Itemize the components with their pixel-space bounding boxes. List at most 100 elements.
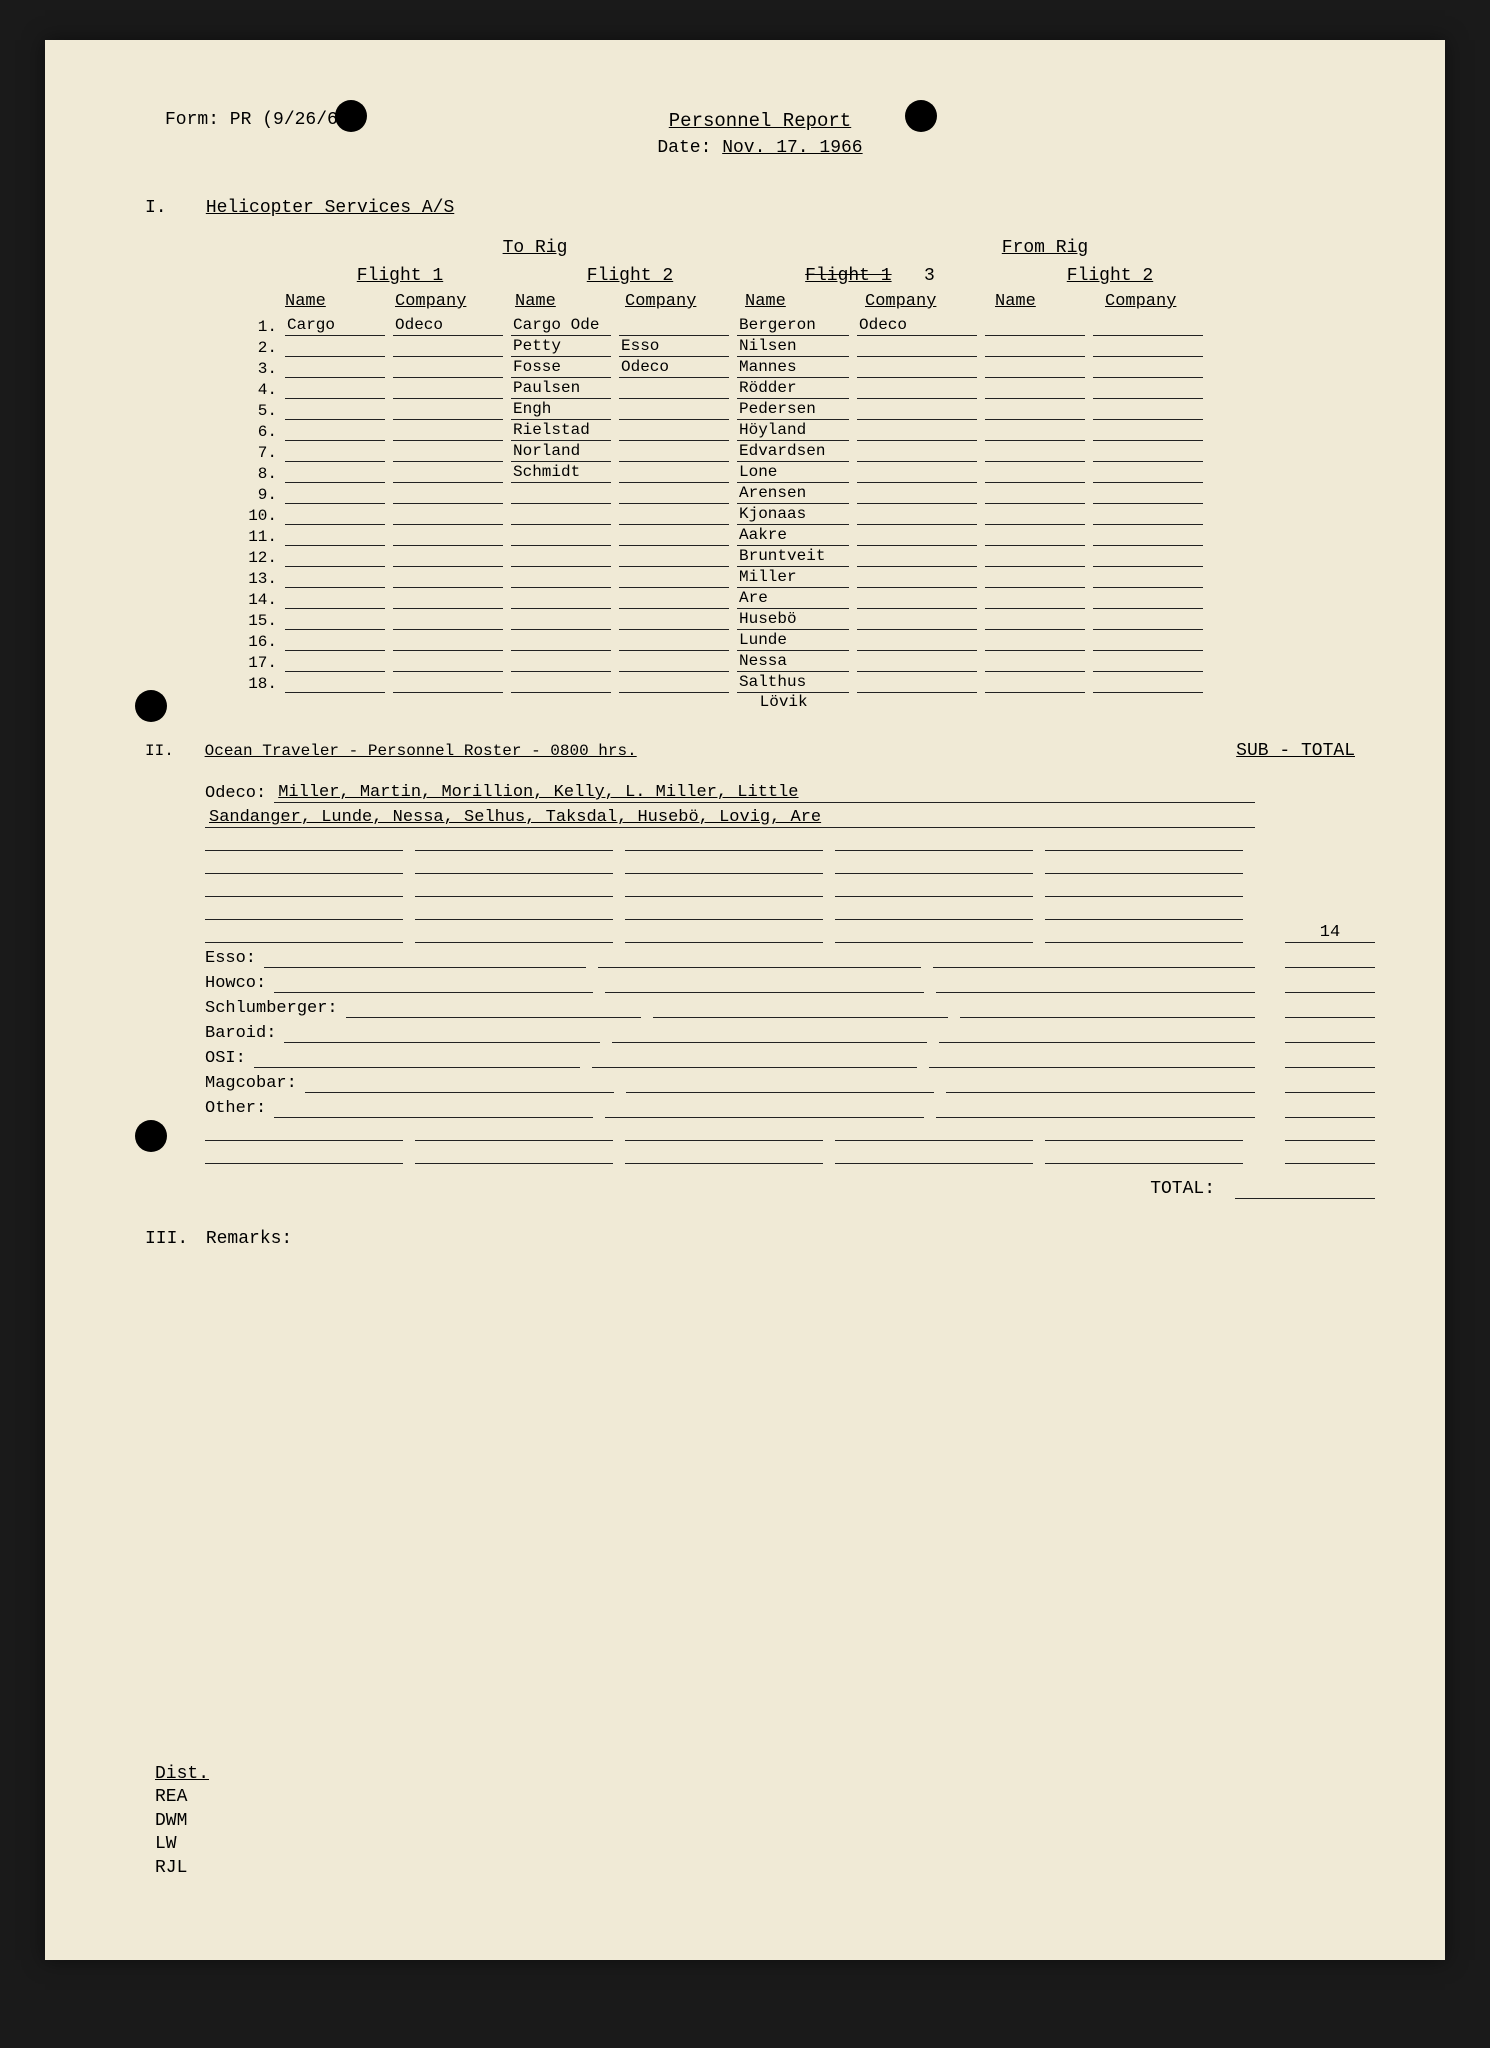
row-number: 7. — [240, 444, 285, 462]
f3-company — [857, 358, 977, 378]
company-subtotal — [1285, 1098, 1375, 1118]
flight-row: 4.PaulsenRödder — [240, 378, 1375, 399]
flight-row: 12.Bruntveit — [240, 546, 1375, 567]
flight-row: 8.SchmidtLone — [240, 462, 1375, 483]
odeco-subtotal: 14 — [1285, 923, 1375, 943]
row-number: 3. — [240, 360, 285, 378]
f4-name — [985, 547, 1085, 567]
f4-company — [1093, 526, 1203, 546]
f1-company — [393, 358, 503, 378]
f2-company: Odeco — [619, 358, 729, 378]
f4-company — [1093, 316, 1203, 336]
f2-company — [619, 610, 729, 630]
blank-row — [205, 854, 1375, 874]
company-label: Esso: — [205, 949, 264, 968]
company-row: OSI: — [205, 1046, 1375, 1068]
flight-3-header: Flight 1 3 — [745, 266, 995, 286]
f3-name: Aakre — [737, 526, 849, 546]
f4-company — [1093, 589, 1203, 609]
roman-numeral: III. — [145, 1229, 195, 1249]
f4-company — [1093, 337, 1203, 357]
f2-company — [619, 652, 729, 672]
flight-row: 2.PettyEssoNilsen — [240, 336, 1375, 357]
company-fill — [305, 1073, 614, 1093]
row-number: 6. — [240, 423, 285, 441]
f2-company — [619, 547, 729, 567]
subtotal-label: SUB - TOTAL — [1236, 741, 1355, 761]
row-number: 12. — [240, 549, 285, 567]
company-fill — [929, 1048, 1255, 1068]
company-fill — [605, 1098, 924, 1118]
company-subtotal — [1285, 1023, 1375, 1043]
f3-name: Are — [737, 589, 849, 609]
f1-name — [285, 379, 385, 399]
dist-item: LW — [155, 1833, 209, 1856]
row-number: 17. — [240, 654, 285, 672]
name-header: Name — [515, 292, 625, 311]
flight-row: 13.Miller — [240, 567, 1375, 588]
f4-name — [985, 631, 1085, 651]
f4-name — [985, 442, 1085, 462]
f1-name — [285, 400, 385, 420]
f4-company — [1093, 505, 1203, 525]
f2-company — [619, 379, 729, 399]
f2-name: Cargo Ode — [511, 316, 611, 336]
f1-name — [285, 652, 385, 672]
f1-company: Odeco — [393, 316, 503, 336]
flight-row: 9.Arensen — [240, 483, 1375, 504]
row-number: 11. — [240, 528, 285, 546]
f1-company — [393, 379, 503, 399]
f4-company — [1093, 610, 1203, 630]
f3-name: Bergeron — [737, 316, 849, 336]
f4-name — [985, 463, 1085, 483]
f3-company — [857, 484, 977, 504]
f2-company — [619, 673, 729, 693]
punch-hole — [905, 100, 937, 132]
flight-row: 16.Lunde — [240, 630, 1375, 651]
f2-name: Petty — [511, 337, 611, 357]
f2-company — [619, 589, 729, 609]
section-title: Helicopter Services A/S — [206, 198, 454, 218]
f2-name: Engh — [511, 400, 611, 420]
f4-company — [1093, 400, 1203, 420]
name-header: Name — [285, 292, 395, 311]
flight-row: 15.Husebö — [240, 609, 1375, 630]
f2-company — [619, 400, 729, 420]
flight-table: 1.CargoOdecoCargo OdeBergeronOdeco2.Pett… — [240, 315, 1375, 693]
company-header: Company — [625, 292, 745, 311]
f2-name: Norland — [511, 442, 611, 462]
f1-company — [393, 337, 503, 357]
f4-name — [985, 505, 1085, 525]
flight-2-header: Flight 2 — [515, 266, 745, 286]
document-title: Personnel Report — [669, 110, 851, 132]
f3-name: Edvardsen — [737, 442, 849, 462]
f4-company — [1093, 547, 1203, 567]
f4-name — [985, 379, 1085, 399]
f3-name: Rödder — [737, 379, 849, 399]
f3-company — [857, 568, 977, 588]
company-fill — [653, 998, 948, 1018]
row-number: 13. — [240, 570, 285, 588]
company-header: Company — [395, 292, 515, 311]
column-headers: Name Company Name Company Name Company N… — [285, 292, 1375, 311]
f1-name — [285, 505, 385, 525]
f4-company — [1093, 358, 1203, 378]
f1-name: Cargo — [285, 316, 385, 336]
form-id: Form: PR (9/26/66) — [165, 110, 359, 130]
odeco-line2: Sandanger, Lunde, Nessa, Selhus, Taksdal… — [205, 806, 1375, 828]
dist-item: DWM — [155, 1810, 209, 1833]
roster-body: Odeco: Miller, Martin, Morillion, Kelly,… — [205, 781, 1375, 1199]
f2-company — [619, 505, 729, 525]
blank-row — [205, 1144, 1375, 1164]
f4-company — [1093, 673, 1203, 693]
f4-name — [985, 568, 1085, 588]
f2-name — [511, 547, 611, 567]
company-label: Magcobar: — [205, 1074, 305, 1093]
f1-name — [285, 337, 385, 357]
f4-name — [985, 589, 1085, 609]
section-remarks: III. Remarks: — [145, 1229, 1375, 1249]
section-roster: II. Ocean Traveler - Personnel Roster - … — [145, 741, 1375, 1199]
company-row: Schlumberger: — [205, 996, 1375, 1018]
f3-name: Arensen — [737, 484, 849, 504]
f3-name: Lone — [737, 463, 849, 483]
